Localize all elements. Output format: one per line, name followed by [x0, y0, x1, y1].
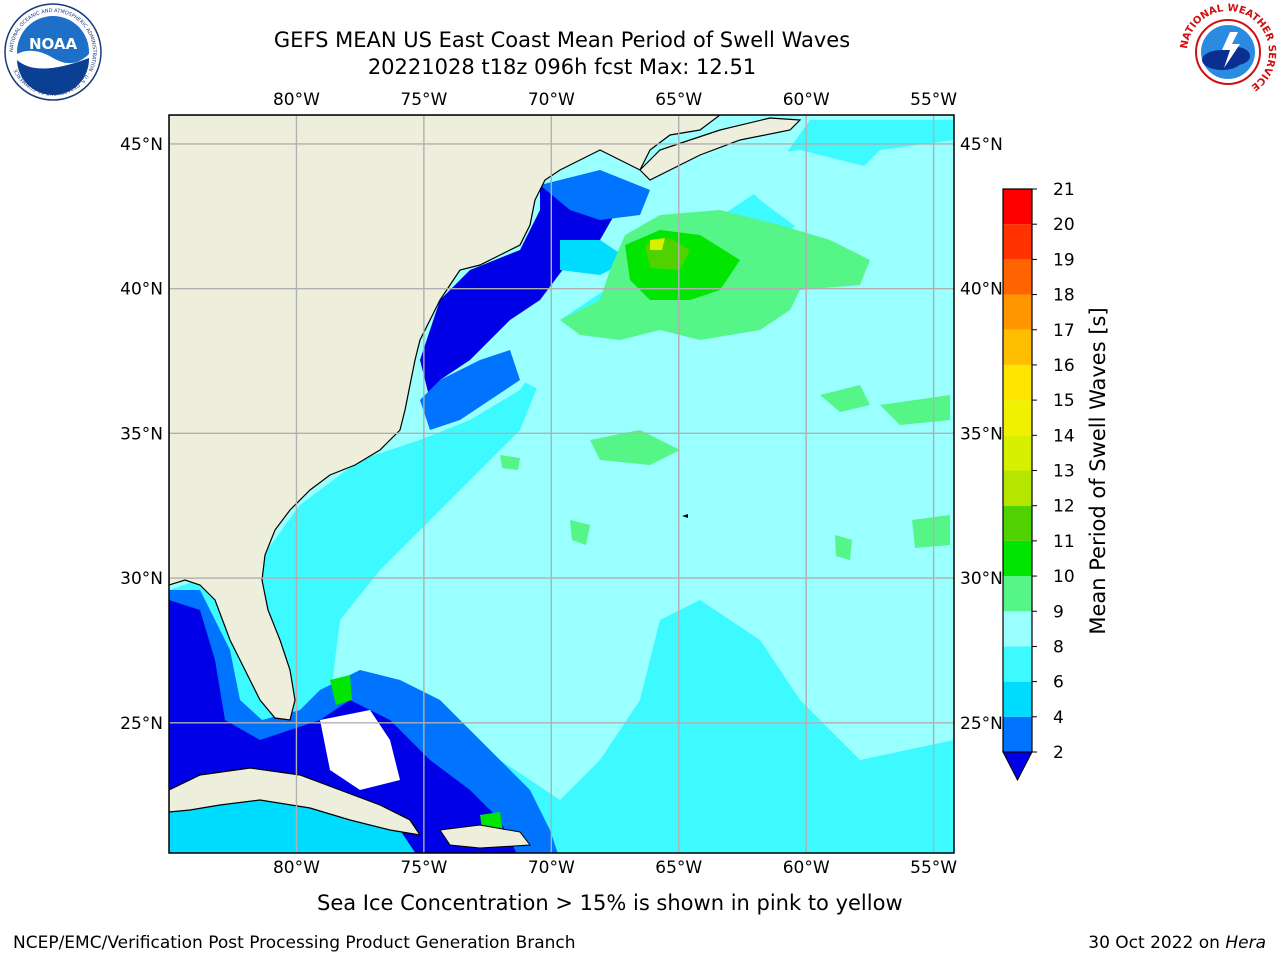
- lat-label-left: 35°N: [120, 424, 163, 444]
- swell-region-2-4s: [420, 350, 520, 430]
- footer-date-text: 30 Oct 2022 on: [1088, 933, 1226, 953]
- lat-label-right: 40°N: [960, 280, 1003, 300]
- colorbar-tick-label: 21: [1053, 180, 1075, 200]
- colorbar-tick-label: 12: [1053, 497, 1075, 517]
- graticule: [169, 115, 954, 853]
- colorbar-tick-label: 9: [1053, 602, 1064, 622]
- lat-label-right: 45°N: [960, 135, 1003, 155]
- colorbar-segment: [1003, 400, 1032, 436]
- colorbar-tick-label: 8: [1053, 637, 1064, 657]
- colorbar-tick-label: 11: [1053, 532, 1075, 552]
- lon-label-top: 80°W: [273, 90, 320, 110]
- lon-label-bottom: 80°W: [273, 858, 320, 878]
- lon-label-bottom: 55°W: [910, 858, 957, 878]
- lon-label-bottom: 70°W: [528, 858, 575, 878]
- colorbar-tick-label: 15: [1053, 391, 1075, 411]
- colorbar-tick-label: 17: [1053, 321, 1075, 341]
- colorbar-tick-label: 14: [1053, 426, 1075, 446]
- lat-label-left: 30°N: [120, 569, 163, 589]
- lat-label-left: 45°N: [120, 135, 163, 155]
- colorbar-segment: [1003, 576, 1032, 612]
- land-cuba: [169, 767, 422, 836]
- swell-blob-9-10s: [500, 455, 520, 470]
- swell-blob-9-10s: [880, 395, 950, 425]
- lon-label-top: 60°W: [783, 90, 830, 110]
- swell-region-2-4s-gulf: [540, 170, 650, 220]
- chart-subtitle: 20221028 t18z 096h fcst Max: 12.51: [367, 55, 757, 79]
- lon-label-bottom: 60°W: [783, 858, 830, 878]
- colorbar-segment: [1003, 364, 1032, 401]
- swell-region-under-2s-ne: [420, 180, 620, 400]
- footer-host: Hera: [1225, 933, 1266, 953]
- lon-label-top: 70°W: [528, 90, 575, 110]
- land-us-east-coast: [169, 115, 721, 721]
- lat-label-right: 35°N: [960, 424, 1003, 444]
- colorbar-segment: [1003, 540, 1032, 577]
- footer-date: 30 Oct 2022 on Hera: [1088, 933, 1266, 953]
- lon-label-top: 75°W: [400, 90, 447, 110]
- swell-blob-9-10s: [820, 385, 870, 412]
- colorbar-tick-label: 16: [1053, 356, 1075, 376]
- colorbar-segment: [1003, 294, 1032, 330]
- colorbar-title: Mean Period of Swell Waves [s]: [1086, 307, 1110, 634]
- swell-max-core: [650, 238, 665, 250]
- colorbar-segment: [1003, 716, 1032, 752]
- swell-blob-9-10s: [912, 515, 950, 548]
- lon-label-bottom: 65°W: [655, 858, 702, 878]
- colorbar: 2 4 6 8 9 10 11 12 13 14 15 16 17 18 19 20 21: [1002, 180, 1075, 782]
- sea-ice-note: Sea Ice Concentration > 15% is shown in …: [317, 891, 903, 915]
- colorbar-segment: [1003, 681, 1032, 717]
- lon-ticks-bottom: 80°W 75°W 70°W 65°W 60°W 55°W: [273, 858, 957, 878]
- chart-title: GEFS MEAN US East Coast Mean Period of S…: [273, 28, 851, 52]
- swell-blob-9-10s: [570, 520, 590, 545]
- nws-logo: NATIONAL WEATHER SERVICE: [1179, 3, 1277, 100]
- lon-label-top: 65°W: [655, 90, 702, 110]
- colorbar-segment: [1003, 189, 1032, 225]
- lon-label-top: 55°W: [910, 90, 957, 110]
- colorbar-segment: [1003, 646, 1032, 682]
- noaa-logo: NOAA NATIONAL OCEANIC AND ATMOSPHERIC AD…: [4, 3, 102, 101]
- svg-text:NOAA: NOAA: [29, 35, 78, 53]
- map-frame: [168, 114, 955, 854]
- colorbar-tick-label: 2: [1053, 743, 1064, 763]
- colorbar-segment: [1003, 435, 1032, 471]
- land-hispaniola: [439, 824, 531, 849]
- colorbar-tick-label: 6: [1053, 673, 1064, 693]
- colorbar-segment: [1003, 259, 1032, 295]
- lat-label-right: 30°N: [960, 569, 1003, 589]
- lat-label-left: 25°N: [120, 714, 163, 734]
- colorbar-tick-label: 10: [1053, 567, 1075, 587]
- lat-ticks-left: 45°N 40°N 35°N 30°N 25°N: [120, 135, 163, 734]
- missing-data-patch: [320, 710, 400, 790]
- swell-region-4-6s-caribbean: [169, 790, 416, 853]
- colorbar-segment: [1003, 470, 1032, 506]
- swell-blob-9-10s: [590, 430, 680, 465]
- map-area: [169, 115, 954, 853]
- colorbar-segment: [1003, 224, 1032, 260]
- lon-label-bottom: 75°W: [400, 858, 447, 878]
- lat-ticks-right: 45°N 40°N 35°N 30°N 25°N: [960, 135, 1003, 734]
- lat-label-left: 40°N: [120, 280, 163, 300]
- bermuda-island: [682, 514, 688, 518]
- colorbar-segment: [1003, 329, 1032, 365]
- lon-ticks-top: 80°W 75°W 70°W 65°W 60°W 55°W: [273, 90, 957, 110]
- colorbar-tick-label: 4: [1053, 708, 1064, 728]
- colorbar-segment: [1003, 505, 1032, 541]
- colorbar-segment: [1003, 611, 1032, 647]
- swell-region-10-11s-bahamas: [330, 675, 352, 705]
- swell-region-8-9s-ne: [720, 150, 950, 270]
- colorbar-tick-label: 19: [1053, 250, 1075, 270]
- colorbar-tick-label: 20: [1053, 215, 1075, 235]
- colorbar-tick-label: 13: [1053, 462, 1075, 482]
- footer-credit: NCEP/EMC/Verification Post Processing Pr…: [13, 933, 576, 953]
- swell-blob-9-10s: [835, 535, 852, 560]
- land-nova-scotia: [639, 117, 802, 181]
- lat-label-right: 25°N: [960, 714, 1003, 734]
- swell-region-6-8s-south: [560, 600, 954, 853]
- colorbar-under-arrow: [1002, 751, 1033, 782]
- colorbar-tick-label: 18: [1053, 286, 1075, 306]
